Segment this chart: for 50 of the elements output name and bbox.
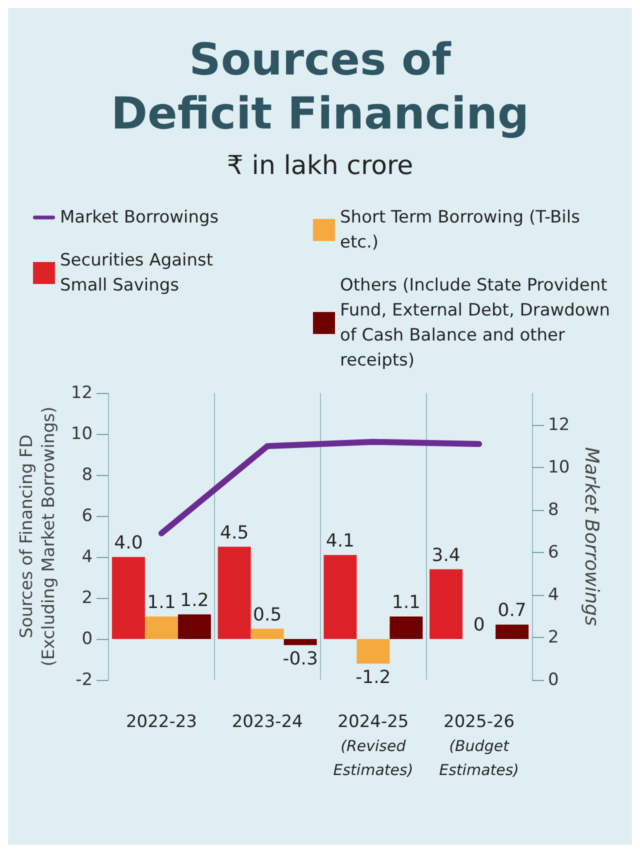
y-tick-label: 6	[82, 506, 93, 526]
data-label: 4.0	[114, 532, 143, 554]
data-label: 0.5	[253, 604, 282, 626]
data-label: 1.1	[392, 592, 421, 613]
data-label: 1.2	[180, 590, 209, 611]
bar	[250, 628, 284, 639]
x-tick-label: 2023-24	[232, 712, 303, 732]
y-tick-label: -2	[76, 670, 93, 690]
bar	[178, 614, 211, 639]
y-axis-title: Sources of Financing FD (Excluding Market Borrowings)	[17, 406, 59, 666]
x-tick-label: 2024-25 (Revised Estimates)	[333, 712, 414, 779]
legend-label: Short Term Borrowing (T-Bils etc.)	[340, 208, 586, 252]
legend-label: Market Borrowings	[60, 208, 219, 228]
x-tick-label: 2022-23	[126, 712, 197, 732]
bar	[144, 616, 178, 639]
y2-tick-label: 10	[548, 457, 570, 478]
y-tick-label: 4	[82, 547, 93, 567]
legend-label: Others (Include State Provident Fund, External Debt, Drawdown of Cash Balance and other receipts)	[340, 276, 616, 370]
data-label: 0.7	[498, 600, 526, 622]
data-label: 1.1	[147, 592, 176, 613]
y-tick-label: 10	[70, 424, 93, 444]
data-label: 4.5	[220, 522, 249, 544]
bar	[496, 624, 529, 639]
bar	[390, 616, 423, 639]
y2-axis-title: Market Borrowings	[580, 447, 603, 626]
bar	[356, 639, 390, 664]
data-label: 0	[473, 614, 485, 636]
bar	[284, 639, 317, 646]
bar	[218, 546, 251, 639]
x-tick-label: 2025-26 (Budget Estimates)	[439, 712, 520, 779]
y-tick-label: 8	[82, 465, 93, 485]
legend-label: Securities Against Small Savings	[60, 250, 218, 296]
chart-subtitle: ₹ in lakh crore	[226, 151, 414, 181]
y2-tick-label: 4	[548, 584, 559, 605]
data-label: 3.4	[432, 544, 460, 566]
y2-tick-label: 0	[548, 670, 559, 690]
y-tick-label: 12	[70, 383, 93, 403]
y2-tick-label: 6	[548, 542, 559, 562]
y-tick-label: 2	[82, 588, 93, 608]
y2-tick-label: 12	[548, 414, 570, 435]
bar	[112, 557, 145, 639]
data-label: -1.2	[356, 667, 391, 688]
y2-tick-label: 8	[548, 500, 559, 520]
y-tick-label: 0	[82, 629, 93, 649]
bar	[324, 554, 357, 639]
data-label: -0.3	[282, 648, 318, 670]
bar	[430, 569, 463, 639]
chart-title: Sources of Deficit Financing	[111, 34, 529, 140]
data-label: 4.1	[326, 530, 355, 552]
y2-tick-label: 2	[548, 627, 559, 648]
